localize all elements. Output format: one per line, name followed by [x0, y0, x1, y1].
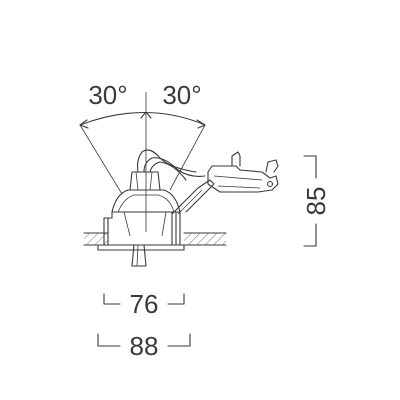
inner-width-label: 76: [130, 289, 159, 319]
beam-line-right: [169, 124, 206, 191]
height-label: 85: [301, 187, 331, 216]
mounting-bracket: [171, 179, 215, 215]
arc-arrow-right: [196, 119, 206, 129]
lamp-pin: [131, 244, 147, 267]
angle-arc: [79, 111, 206, 126]
inner-width-dim-right: [167, 293, 185, 305]
beam-line-left: [79, 124, 123, 195]
ceiling-section-left: [84, 233, 108, 245]
outer-width-dim-left: [97, 333, 121, 347]
reflector-cup: [111, 189, 181, 213]
terminal-block: [207, 165, 279, 193]
height-dim-bottom: [303, 223, 317, 247]
arc-arrow-left: [79, 119, 89, 129]
terminal-screw: [231, 151, 241, 167]
outer-width-label: 88: [130, 331, 159, 361]
terminal-clip: [265, 159, 279, 173]
height-dim-top: [303, 155, 317, 179]
inner-width-dim-left: [103, 293, 121, 305]
trim-ring: [97, 244, 185, 251]
wire-3: [149, 161, 187, 181]
wire-2: [143, 157, 206, 177]
angle-label-right: 30°: [162, 80, 201, 110]
angle-label-left: 30°: [88, 80, 127, 110]
housing-body: [103, 211, 181, 246]
ceiling-section-right: [184, 233, 226, 245]
arc-arrow-center: [140, 111, 152, 119]
outer-width-dim-right: [167, 333, 191, 347]
lamp-socket: [129, 171, 161, 191]
